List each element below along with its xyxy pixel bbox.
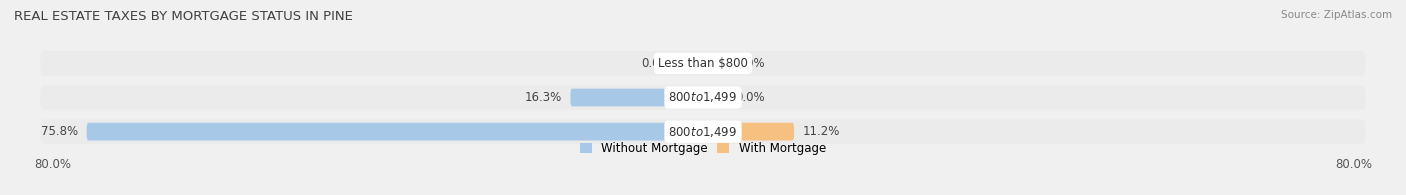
FancyBboxPatch shape <box>87 123 703 140</box>
FancyBboxPatch shape <box>679 55 703 72</box>
Text: $800 to $1,499: $800 to $1,499 <box>668 90 738 105</box>
Text: 0.0%: 0.0% <box>735 57 765 70</box>
Text: 11.2%: 11.2% <box>803 125 839 138</box>
Text: 0.0%: 0.0% <box>735 91 765 104</box>
FancyBboxPatch shape <box>703 89 727 106</box>
FancyBboxPatch shape <box>41 119 1365 144</box>
FancyBboxPatch shape <box>703 123 794 140</box>
Text: Less than $800: Less than $800 <box>658 57 748 70</box>
Text: 75.8%: 75.8% <box>41 125 79 138</box>
Text: Source: ZipAtlas.com: Source: ZipAtlas.com <box>1281 10 1392 20</box>
Text: $800 to $1,499: $800 to $1,499 <box>668 125 738 139</box>
Text: 0.0%: 0.0% <box>641 57 671 70</box>
FancyBboxPatch shape <box>41 51 1365 76</box>
FancyBboxPatch shape <box>571 89 703 106</box>
FancyBboxPatch shape <box>703 55 727 72</box>
Text: 16.3%: 16.3% <box>524 91 562 104</box>
Text: REAL ESTATE TAXES BY MORTGAGE STATUS IN PINE: REAL ESTATE TAXES BY MORTGAGE STATUS IN … <box>14 10 353 23</box>
FancyBboxPatch shape <box>41 85 1365 110</box>
Legend: Without Mortgage, With Mortgage: Without Mortgage, With Mortgage <box>581 142 825 155</box>
